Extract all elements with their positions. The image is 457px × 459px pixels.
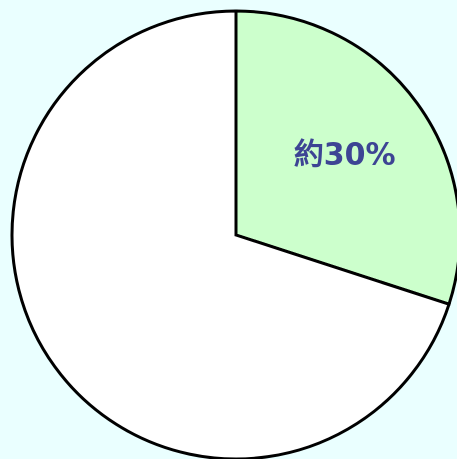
slice-label: 約30% bbox=[294, 138, 396, 173]
pie-slice bbox=[234, 9, 457, 307]
pie-slice bbox=[10, 9, 451, 459]
